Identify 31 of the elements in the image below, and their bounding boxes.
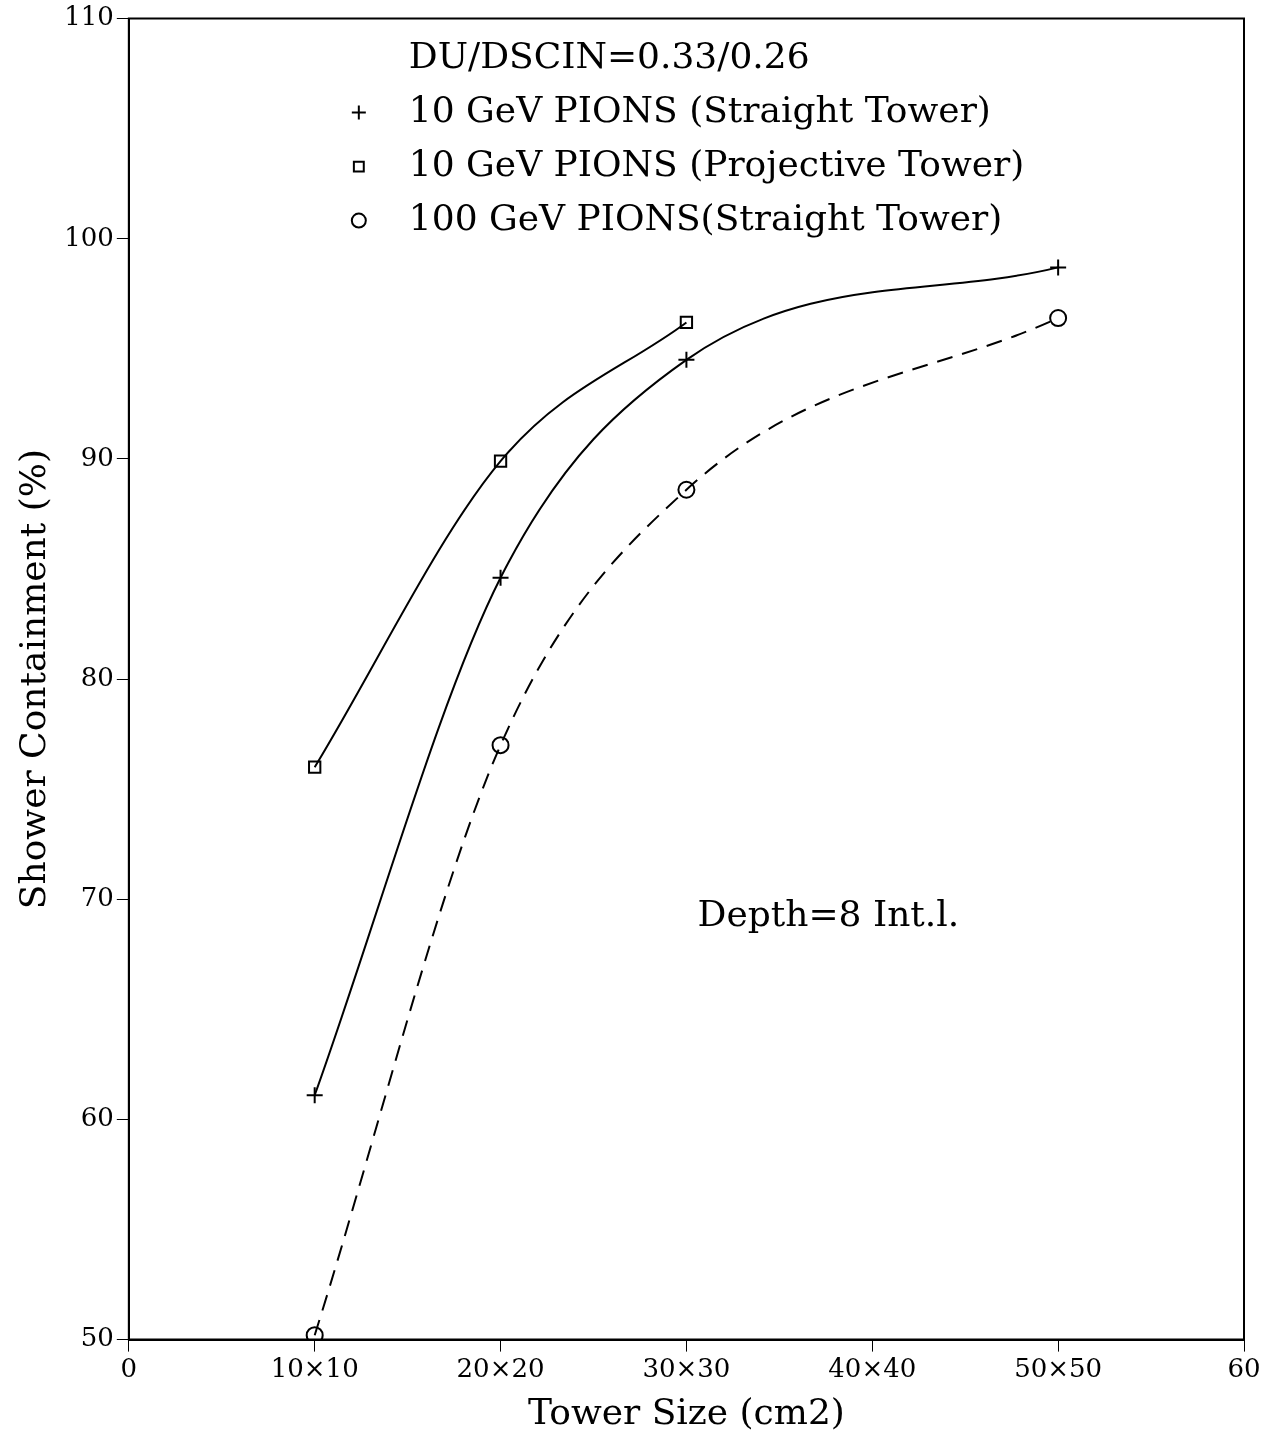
y-tick-label: 100 bbox=[64, 221, 114, 252]
point bbox=[493, 454, 508, 468]
x-tick-label: 20×20 bbox=[456, 1352, 545, 1383]
legend-label: 10 GeV PIONS (Straight Tower) bbox=[408, 88, 991, 130]
x-axis-title: Tower Size (cm2) bbox=[527, 1390, 845, 1432]
x-tick-label: 40×40 bbox=[828, 1352, 917, 1383]
x-tick-label: 0 bbox=[120, 1352, 138, 1383]
legend-label: 10 GeV PIONS (Projective Tower) bbox=[408, 142, 1025, 184]
point bbox=[677, 350, 696, 369]
legend-label: 100 GeV PIONS(Straight Tower) bbox=[408, 196, 1003, 238]
point bbox=[491, 568, 510, 587]
point bbox=[491, 736, 510, 755]
point bbox=[308, 760, 322, 774]
y-tick-label: 60 bbox=[80, 1102, 114, 1133]
annotation: Depth=8 Int.l. bbox=[697, 893, 960, 935]
x-tick-label: 30×30 bbox=[642, 1352, 731, 1383]
y-tick-label: 90 bbox=[80, 441, 114, 472]
y-tick-label: 50 bbox=[80, 1322, 114, 1353]
x-tick-label: 50×50 bbox=[1014, 1352, 1103, 1383]
point bbox=[1049, 309, 1068, 328]
x-tick-label: 60 bbox=[1227, 1352, 1261, 1383]
legend-title: DU/DSCIN=0.33/0.26 bbox=[408, 34, 810, 76]
point bbox=[1049, 258, 1068, 277]
y-tick-label: 80 bbox=[80, 661, 114, 692]
point bbox=[305, 1086, 324, 1105]
y-tick-label: 110 bbox=[64, 1, 114, 32]
point bbox=[677, 480, 696, 499]
point bbox=[679, 315, 694, 330]
y-axis-title: Shower Containment (%) bbox=[11, 449, 53, 910]
x-tick-label: 10×10 bbox=[270, 1352, 359, 1383]
y-tick-label: 70 bbox=[80, 882, 114, 913]
